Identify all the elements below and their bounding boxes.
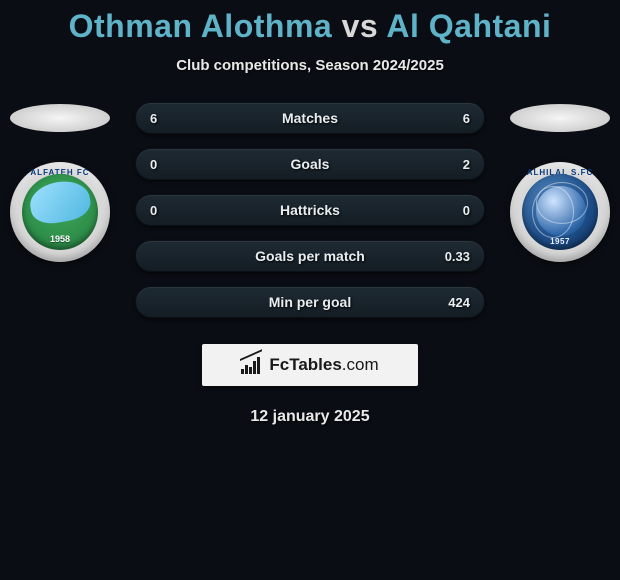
left-player-column: ALFATEH FC 1958 bbox=[10, 102, 110, 262]
right-club-badge: ALHILAL S.FC 1957 bbox=[510, 162, 610, 262]
right-club-inner: 1957 bbox=[522, 174, 598, 250]
comparison-body: ALFATEH FC 1958 ALHILAL S.FC 1957 6 Matc… bbox=[0, 102, 620, 318]
left-club-swoosh-icon bbox=[27, 177, 93, 227]
vs-text: vs bbox=[342, 8, 379, 44]
snapshot-date: 12 january 2025 bbox=[250, 408, 369, 426]
brand-text: FcTables.com bbox=[269, 355, 378, 375]
stat-label: Goals bbox=[136, 156, 484, 172]
brand-chart-icon bbox=[241, 356, 263, 374]
stat-label: Goals per match bbox=[136, 248, 484, 264]
comparison-card: Othman Alothma vs Al Qahtani Club compet… bbox=[0, 0, 620, 426]
stat-right-value: 6 bbox=[440, 111, 470, 126]
player2-name: Al Qahtani bbox=[386, 8, 551, 44]
stat-row-goals: 0 Goals 2 bbox=[135, 148, 485, 180]
stat-right-value: 2 bbox=[440, 157, 470, 172]
player-avatar-placeholder bbox=[10, 104, 110, 132]
subtitle: Club competitions, Season 2024/2025 bbox=[176, 57, 444, 74]
stat-left-value: 0 bbox=[150, 203, 180, 218]
brand-attribution[interactable]: FcTables.com bbox=[202, 344, 418, 386]
right-player-column: ALHILAL S.FC 1957 bbox=[510, 102, 610, 262]
stat-right-value: 0.33 bbox=[440, 249, 470, 264]
stat-right-value: 0 bbox=[440, 203, 470, 218]
left-club-year: 1958 bbox=[22, 234, 98, 244]
stats-list: 6 Matches 6 0 Goals 2 0 Hattricks 0 Goal… bbox=[135, 102, 485, 318]
stat-left-value: 6 bbox=[150, 111, 180, 126]
stat-row-matches: 6 Matches 6 bbox=[135, 102, 485, 134]
stat-row-hattricks: 0 Hattricks 0 bbox=[135, 194, 485, 226]
stat-label: Min per goal bbox=[136, 294, 484, 310]
player1-name: Othman Alothma bbox=[69, 8, 333, 44]
stat-left-value: 0 bbox=[150, 157, 180, 172]
right-club-year: 1957 bbox=[522, 237, 598, 246]
left-club-inner: 1958 bbox=[22, 174, 98, 250]
stat-label: Matches bbox=[136, 110, 484, 126]
right-club-ball-icon bbox=[536, 186, 586, 236]
player-avatar-placeholder bbox=[510, 104, 610, 132]
stat-label: Hattricks bbox=[136, 202, 484, 218]
stat-row-goals-per-match: Goals per match 0.33 bbox=[135, 240, 485, 272]
stat-row-min-per-goal: Min per goal 424 bbox=[135, 286, 485, 318]
page-title: Othman Alothma vs Al Qahtani bbox=[69, 8, 552, 45]
left-club-badge: ALFATEH FC 1958 bbox=[10, 162, 110, 262]
stat-right-value: 424 bbox=[440, 295, 470, 310]
